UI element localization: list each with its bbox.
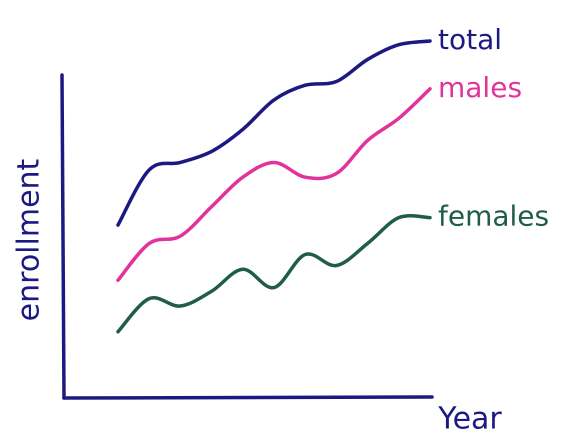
series-label: total bbox=[438, 23, 502, 56]
y-axis bbox=[60, 73, 66, 400]
x-axis-label: Year bbox=[437, 402, 502, 437]
series-line bbox=[116, 39, 432, 227]
series-label: females bbox=[438, 200, 549, 233]
series-label: males bbox=[438, 71, 522, 104]
series-line bbox=[116, 214, 432, 334]
series-line bbox=[116, 87, 432, 282]
y-axis-label: enrollment bbox=[12, 158, 47, 321]
x-axis bbox=[62, 395, 434, 400]
